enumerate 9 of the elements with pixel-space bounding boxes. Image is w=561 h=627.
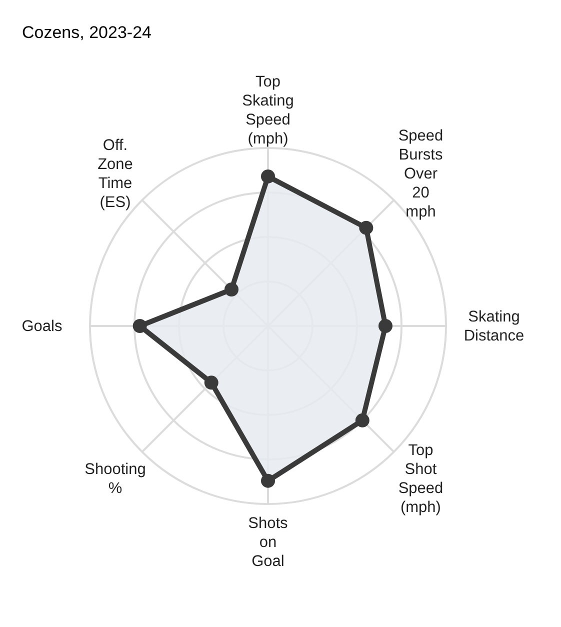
spoke-label: Shooting % bbox=[84, 461, 146, 498]
spoke-label: Top Skating Speed (mph) bbox=[242, 74, 294, 148]
spoke-label: Off. Zone Time (ES) bbox=[98, 136, 133, 211]
spoke-label: Speed Bursts Over 20 mph bbox=[398, 127, 444, 220]
spoke-label: Top Shot Speed (mph) bbox=[398, 442, 444, 516]
chart-title: Cozens, 2023-24 bbox=[22, 23, 152, 42]
spoke-label: Skating Distance bbox=[464, 308, 524, 344]
spoke-label: Goals bbox=[22, 318, 62, 335]
spoke-label: Shots on Goal bbox=[248, 515, 288, 570]
